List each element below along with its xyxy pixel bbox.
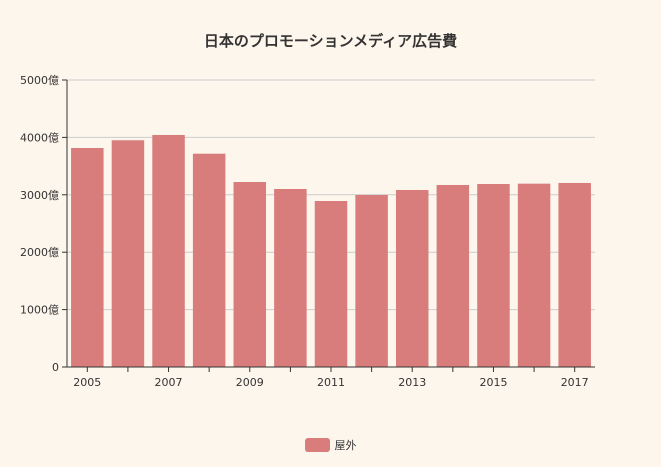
y-tick-label: 5000億 <box>20 74 59 87</box>
bar[interactable] <box>111 140 145 367</box>
bar[interactable] <box>314 200 348 367</box>
bar[interactable] <box>395 189 429 367</box>
chart-title: 日本のプロモーションメディア広告費 <box>203 32 458 50</box>
x-tick-label: 2013 <box>398 376 426 389</box>
bar[interactable] <box>152 134 185 367</box>
x-tick-label: 2017 <box>561 376 589 389</box>
bar[interactable] <box>355 194 388 367</box>
y-tick-label: 0 <box>52 361 59 374</box>
legend-swatch <box>304 438 330 452</box>
y-tick-label: 4000億 <box>20 131 59 144</box>
y-tick-label: 1000億 <box>20 304 59 317</box>
bar[interactable] <box>233 181 267 367</box>
y-tick-label: 2000億 <box>20 246 59 259</box>
bar[interactable] <box>558 182 591 367</box>
x-tick-label: 2005 <box>73 376 101 389</box>
x-tick-label: 2011 <box>317 376 345 389</box>
legend-label: 屋外 <box>334 439 357 452</box>
y-tick-label: 3000億 <box>20 189 59 202</box>
bar[interactable] <box>192 153 226 367</box>
bar[interactable] <box>274 189 307 367</box>
bar[interactable] <box>517 183 551 367</box>
bar[interactable] <box>436 184 470 367</box>
bar[interactable] <box>71 148 104 367</box>
x-tick-label: 2009 <box>236 376 264 389</box>
legend[interactable]: 屋外 <box>0 437 661 453</box>
bar[interactable] <box>477 184 510 367</box>
x-tick-label: 2015 <box>479 376 507 389</box>
x-tick-label: 2007 <box>155 376 183 389</box>
